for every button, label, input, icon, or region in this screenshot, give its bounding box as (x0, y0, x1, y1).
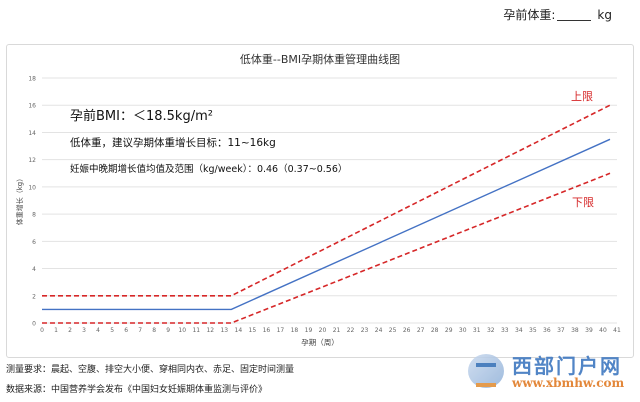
y-tick-label: 8 (32, 212, 36, 219)
y-tick-label: 16 (28, 103, 36, 110)
x-tick-label: 41 (613, 327, 621, 334)
pre-pregnancy-weight-label: 孕前体重: (503, 8, 556, 22)
data-source-note: 数据来源：中国营养学会发布《中国妇女妊娠期体重监测与评价》 (6, 385, 268, 395)
x-tick-label: 17 (277, 327, 285, 334)
x-tick-label: 28 (431, 327, 439, 334)
y-tick-label: 2 (32, 293, 36, 300)
pre-pregnancy-weight-field: 孕前体重: kg (503, 6, 612, 23)
x-tick-label: 30 (459, 327, 467, 334)
x-tick-label: 38 (571, 327, 579, 334)
x-tick-label: 6 (124, 327, 128, 334)
x-tick-label: 3 (82, 327, 86, 334)
x-tick-label: 16 (263, 327, 271, 334)
x-tick-label: 2 (68, 327, 72, 334)
y-tick-label: 12 (28, 157, 36, 164)
chart-frame (6, 44, 634, 358)
x-tick-label: 23 (361, 327, 369, 334)
y-tick-label: 0 (32, 321, 36, 328)
x-tick-label: 40 (599, 327, 607, 334)
x-tick-label: 11 (192, 327, 200, 334)
weight-unit: kg (597, 8, 612, 22)
y-tick-label: 6 (32, 239, 36, 246)
target-annotation: 低体重，建议孕期体重增长目标：11~16kg (70, 136, 276, 149)
x-tick-label: 27 (417, 327, 425, 334)
x-tick-label: 32 (487, 327, 495, 334)
x-tick-label: 8 (152, 327, 156, 334)
x-tick-label: 35 (529, 327, 537, 334)
x-tick-label: 0 (40, 327, 44, 334)
x-tick-label: 1 (54, 327, 58, 334)
rate-annotation: 妊娠中晚期增长值均值及范围（kg/week）：0.46（0.37~0.56） (70, 163, 347, 175)
y-tick-label: 4 (32, 266, 36, 273)
lower-limit-line (42, 172, 611, 324)
weight-blank-line (557, 20, 592, 21)
x-tick-label: 14 (235, 327, 243, 334)
x-tick-label: 20 (319, 327, 327, 334)
x-tick-label: 25 (389, 327, 397, 334)
x-tick-label: 9 (166, 327, 170, 334)
y-tick-label: 18 (28, 76, 36, 83)
y-axis-label: 体重增长（kg） (15, 175, 24, 226)
x-tick-label: 21 (333, 327, 341, 334)
x-tick-label: 10 (178, 327, 186, 334)
watermark-title: 西部门户网 (512, 354, 622, 378)
x-tick-label: 5 (110, 327, 114, 334)
x-tick-label: 4 (96, 327, 100, 334)
y-tick-label: 10 (28, 184, 36, 191)
median-gain-line (42, 138, 611, 311)
x-tick-label: 31 (473, 327, 481, 334)
watermark-logo-icon (468, 354, 504, 388)
y-tick-label: 14 (28, 130, 36, 137)
x-tick-label: 22 (347, 327, 355, 334)
bmi-annotation: 孕前BMI：＜18.5kg/m² (70, 108, 213, 124)
x-tick-label: 36 (543, 327, 551, 334)
x-tick-label: 7 (138, 327, 142, 334)
x-tick-label: 39 (585, 327, 593, 334)
x-tick-label: 19 (305, 327, 313, 334)
x-tick-label: 37 (557, 327, 565, 334)
x-tick-label: 18 (291, 327, 299, 334)
x-tick-label: 26 (403, 327, 411, 334)
site-watermark: 西部门户网 www.xbmhw.com (468, 350, 628, 396)
x-tick-label: 13 (220, 327, 228, 334)
x-tick-label: 24 (375, 327, 383, 334)
measurement-note: 测量要求：晨起、空腹、排空大小便、穿相同内衣、赤足、固定时间测量 (6, 365, 295, 375)
watermark-url: www.xbmhw.com (512, 376, 625, 390)
x-tick-label: 33 (501, 327, 509, 334)
x-tick-label: 12 (206, 327, 214, 334)
x-axis-label: 孕期（周） (301, 338, 339, 347)
upper-limit-label: 上限 (571, 90, 593, 103)
x-tick-label: 15 (249, 327, 257, 334)
chart-title: 低体重--BMI孕期体重管理曲线图 (240, 52, 400, 66)
lower-limit-label: 下限 (572, 196, 594, 209)
x-tick-label: 29 (445, 327, 453, 334)
x-tick-label: 34 (515, 327, 523, 334)
